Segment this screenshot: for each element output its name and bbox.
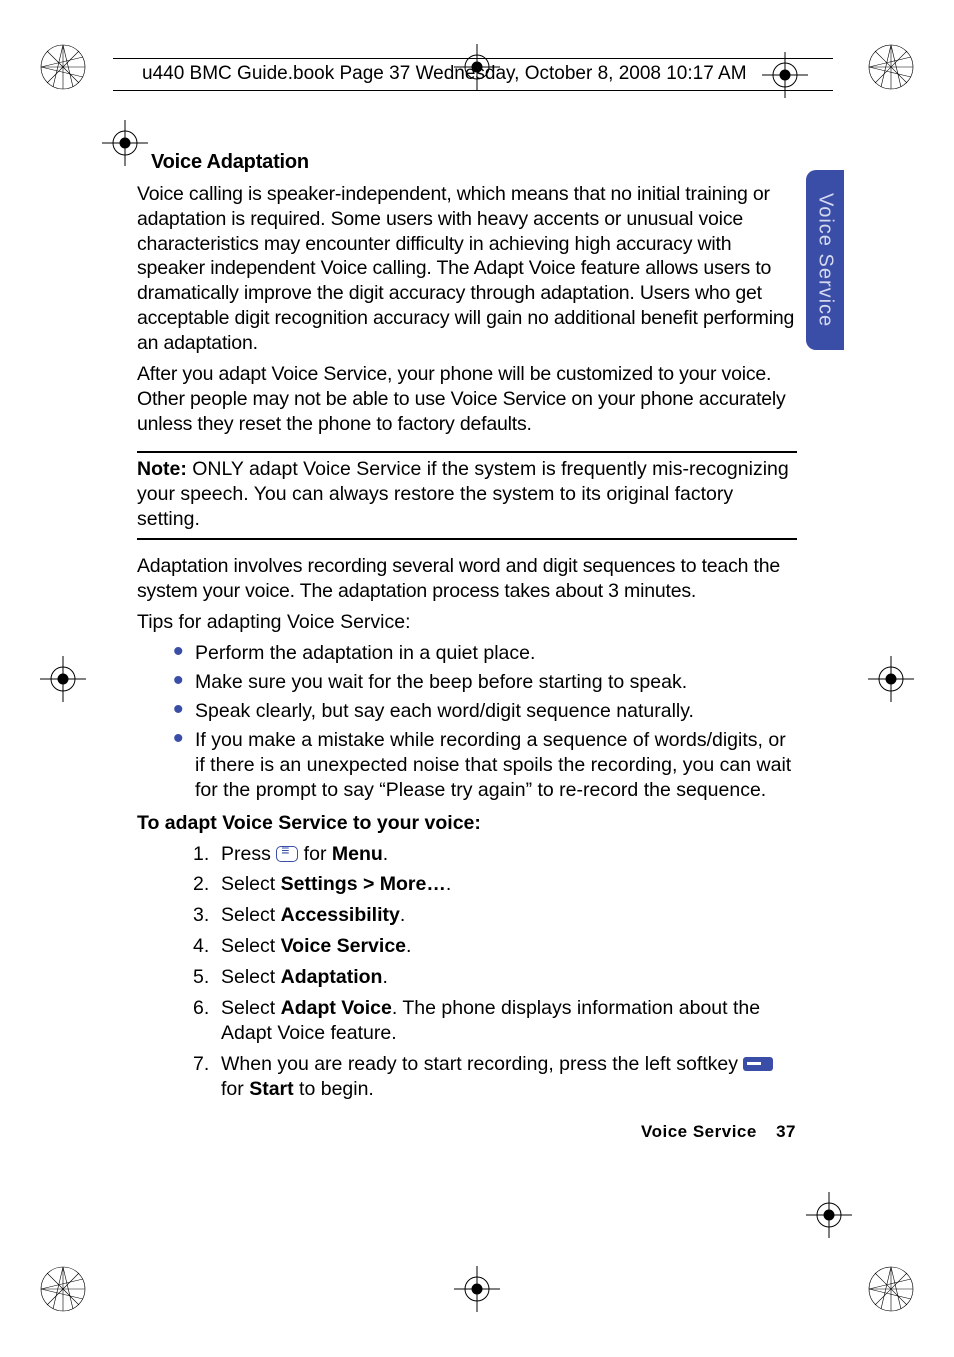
step-bold: Adapt Voice [281, 997, 392, 1019]
step-bold: Menu [332, 843, 383, 865]
step-4: 4. Select Voice Service. [193, 934, 797, 959]
footer-page: 37 [776, 1122, 796, 1141]
step-number: 1. [193, 842, 209, 867]
content-area: Voice Adaptation Voice calling is speake… [137, 150, 797, 1108]
step-text: Select [221, 873, 281, 895]
softkey-icon [743, 1057, 773, 1071]
step-text: Select [221, 997, 281, 1019]
tips-intro: Tips for adapting Voice Service: [137, 610, 797, 635]
step-1: 1. Press for Menu. [193, 842, 797, 867]
note-rule-bottom [137, 538, 797, 540]
step-number: 6. [193, 996, 209, 1021]
side-tab: Voice Service [806, 170, 844, 350]
step-number: 5. [193, 965, 209, 990]
note-label: Note: [137, 458, 187, 480]
step-5: 5. Select Adaptation. [193, 965, 797, 990]
tip-item: Make sure you wait for the beep before s… [195, 670, 797, 695]
note-rule-top [137, 451, 797, 453]
crop-mark-edge-left [38, 654, 88, 704]
header-text: u440 BMC Guide.book Page 37 Wednesday, O… [142, 63, 747, 85]
header-target-icon [760, 50, 810, 105]
crop-mark-corner-bl [38, 1264, 88, 1314]
crop-mark-corner-tl [38, 42, 88, 92]
crop-mark-corner-br [866, 1264, 916, 1314]
menu-key-icon [276, 846, 298, 862]
para-2: After you adapt Voice Service, your phon… [137, 362, 797, 437]
para-1: Voice calling is speaker-independent, wh… [137, 182, 797, 357]
steps-heading: To adapt Voice Service to your voice: [137, 811, 797, 836]
step-text: for [298, 843, 332, 865]
header-bottom-rule [113, 90, 833, 91]
tip-item: If you make a mistake while recording a … [195, 728, 797, 803]
step-number: 2. [193, 872, 209, 897]
step-bold: Accessibility [281, 904, 400, 926]
step-text: Select [221, 935, 281, 957]
note-text: ONLY adapt Voice Service if the system i… [137, 458, 789, 530]
step-7: 7. When you are ready to start recording… [193, 1052, 797, 1102]
step-text: Select [221, 966, 281, 988]
step-bold: Start [249, 1078, 293, 1100]
step-text: Press [221, 843, 276, 865]
tip-item: Perform the adaptation in a quiet place. [195, 641, 797, 666]
crop-mark-edge-right [866, 654, 916, 704]
steps-list: 1. Press for Menu. 2. Select Settings > … [137, 842, 797, 1103]
header-top-rule [113, 58, 833, 59]
footer: Voice Service 37 [641, 1122, 796, 1142]
crop-mark-corner-tr [866, 42, 916, 92]
step-bold: Voice Service [281, 935, 406, 957]
step-text: Select [221, 904, 281, 926]
side-tab-label: Voice Service [814, 193, 837, 327]
step-2: 2. Select Settings > More…. [193, 872, 797, 897]
tip-item: Speak clearly, but say each word/digit s… [195, 699, 797, 724]
footer-label: Voice Service [641, 1122, 757, 1141]
step-number: 7. [193, 1052, 209, 1077]
step-3: 3. Select Accessibility. [193, 903, 797, 928]
step-number: 3. [193, 903, 209, 928]
step-number: 4. [193, 934, 209, 959]
step-6: 6. Select Adapt Voice. The phone display… [193, 996, 797, 1046]
tips-list: Perform the adaptation in a quiet place.… [137, 641, 797, 803]
step-text: to begin. [294, 1078, 374, 1100]
step-bold: Settings > More… [281, 873, 446, 895]
para-3: Adaptation involves recording several wo… [137, 554, 797, 604]
note-paragraph: Note: ONLY adapt Voice Service if the sy… [137, 457, 797, 532]
step-text: for [221, 1078, 249, 1100]
step-bold: Adaptation [281, 966, 383, 988]
section-title: Voice Adaptation [151, 150, 797, 176]
step-text: When you are ready to start recording, p… [221, 1053, 743, 1075]
crop-mark-edge-bottom [452, 1264, 502, 1314]
target-mark-br [804, 1190, 854, 1240]
